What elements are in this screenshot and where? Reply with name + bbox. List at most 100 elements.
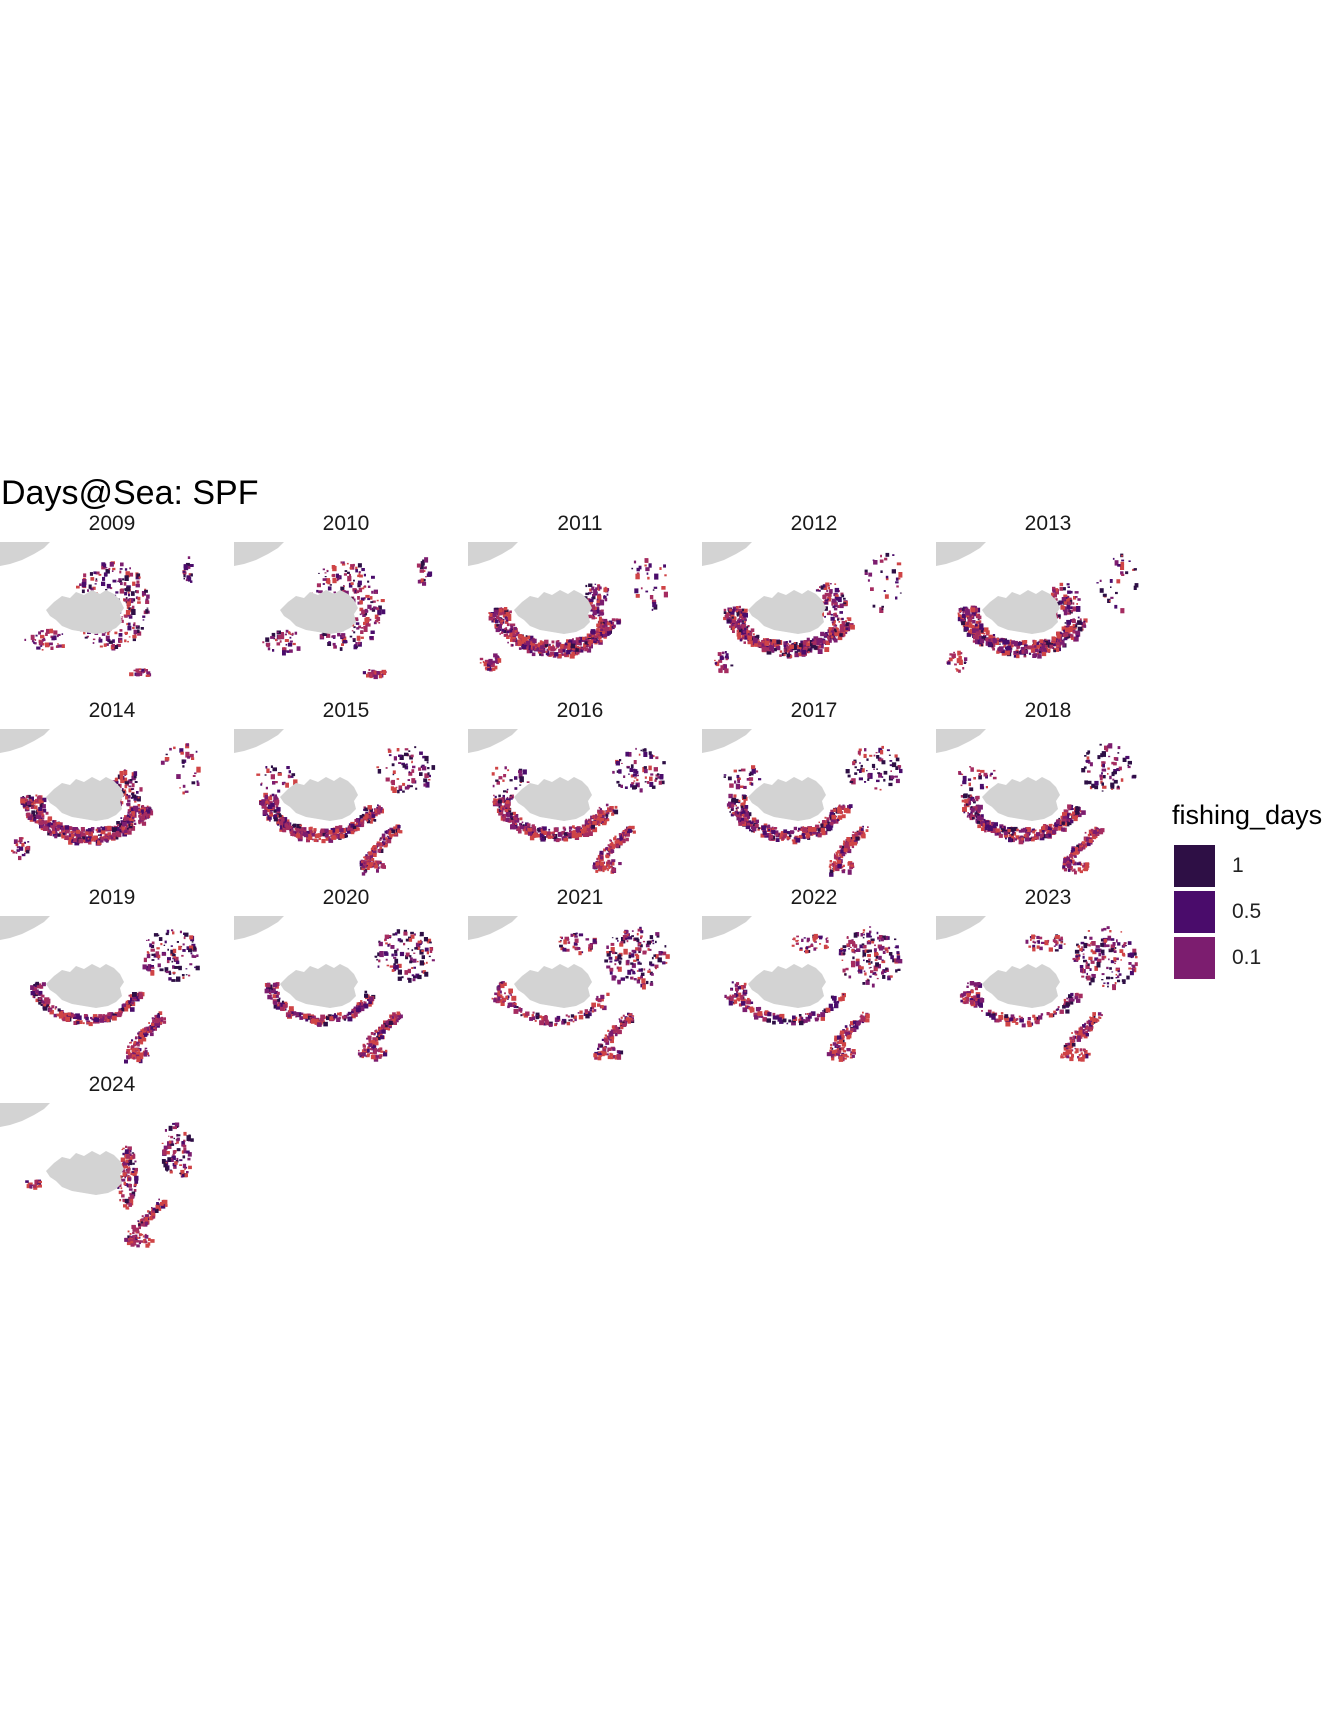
fishing-cell (33, 817, 36, 820)
fishing-cell (507, 798, 511, 802)
fishing-cell (531, 652, 536, 657)
fishing-cell (132, 626, 135, 630)
fishing-cell (120, 826, 125, 831)
fishing-cell (117, 580, 120, 583)
fishing-cell (618, 841, 623, 845)
fishing-cell (1065, 812, 1067, 815)
fishing-cell (992, 824, 997, 829)
fishing-cell (52, 830, 56, 834)
fishing-cell (831, 603, 834, 606)
fishing-cell (845, 627, 849, 631)
fishing-cell (49, 630, 54, 634)
fishing-cell (104, 838, 108, 842)
fishing-cell (827, 637, 832, 642)
fishing-cell (564, 653, 567, 657)
fishing-cell (849, 841, 854, 847)
fishing-cell (95, 580, 98, 582)
fishing-cell (343, 573, 347, 576)
fishing-cell (363, 625, 368, 630)
fishing-cell (984, 826, 988, 831)
fishing-cell (957, 612, 960, 615)
fishing-cell (588, 634, 592, 637)
fishing-cell (742, 795, 747, 799)
fishing-cell (1023, 654, 1027, 658)
fishing-cell (591, 604, 596, 610)
fishing-cell (1128, 560, 1131, 562)
fishing-cell (398, 754, 402, 757)
fishing-cell (659, 567, 662, 570)
fishing-cell (308, 829, 313, 834)
fishing-cell (1062, 643, 1066, 647)
fishing-cell (127, 591, 130, 594)
fishing-cell (519, 824, 525, 830)
fishing-cell (593, 589, 597, 595)
fishing-cell (357, 563, 362, 568)
fishing-cell (762, 830, 767, 835)
fishing-cell (967, 801, 971, 805)
fishing-cell (1023, 834, 1027, 837)
fishing-cell (842, 629, 845, 632)
fishing-cell (740, 802, 746, 808)
fishing-cell (1000, 638, 1004, 642)
fishing-cell (1074, 591, 1079, 594)
fishing-cell (494, 660, 497, 664)
fishing-cell (592, 864, 597, 869)
fishing-cell (349, 566, 353, 570)
fishing-cell (548, 828, 551, 831)
fishing-cell (630, 764, 634, 768)
fishing-cell (1041, 826, 1046, 830)
fishing-cell (50, 823, 53, 826)
fishing-cell (895, 757, 900, 762)
fishing-cell (591, 596, 594, 600)
fishing-cell (848, 804, 853, 808)
fishing-cell (789, 655, 793, 659)
fishing-cell (979, 638, 985, 644)
fishing-cell (732, 812, 735, 815)
fishing-cell (843, 597, 846, 600)
fishing-cell (1067, 859, 1071, 864)
fishing-cell (134, 822, 137, 825)
fishing-cell (389, 834, 393, 838)
fishing-cell (949, 658, 953, 662)
fishing-cell (142, 619, 145, 621)
fishing-cell (512, 811, 516, 816)
fishing-cell (140, 809, 144, 813)
fishing-cell (974, 806, 978, 810)
fishing-cell (266, 642, 270, 648)
fishing-cell (95, 839, 98, 842)
fishing-cell (724, 651, 727, 654)
fishing-cell (498, 608, 503, 613)
fishing-cell (736, 611, 741, 616)
fishing-cell (34, 642, 37, 645)
fishing-cell (970, 806, 973, 809)
fishing-cell (609, 839, 612, 842)
fishing-cell (1016, 828, 1019, 832)
fishing-cell (894, 754, 898, 758)
fishing-cell (185, 578, 188, 582)
fishing-cell (742, 810, 746, 814)
greenland-landmass (936, 542, 986, 566)
fishing-cell (26, 812, 31, 817)
fishing-cell (110, 587, 113, 590)
fishing-cell (741, 608, 745, 612)
fishing-cell (747, 625, 750, 628)
fishing-cell (985, 630, 990, 635)
fishing-cell (114, 645, 119, 649)
fishing-cell (264, 796, 268, 801)
fishing-cell (327, 830, 333, 835)
fishing-cell (556, 838, 560, 843)
fishing-cell (499, 612, 503, 616)
fishing-cell (978, 818, 983, 823)
fishing-cell (324, 576, 327, 578)
fishing-cell (393, 826, 397, 830)
fishing-cell (126, 622, 129, 626)
fishing-cell (502, 801, 505, 804)
fishing-cell (611, 618, 615, 622)
fishing-cell (40, 630, 44, 633)
fishing-cell (343, 586, 345, 587)
fishing-cell (1067, 637, 1069, 640)
fishing-cell (502, 794, 505, 798)
fishing-cell (332, 832, 338, 838)
fishing-cell (380, 599, 385, 603)
fishing-cell (358, 641, 361, 645)
